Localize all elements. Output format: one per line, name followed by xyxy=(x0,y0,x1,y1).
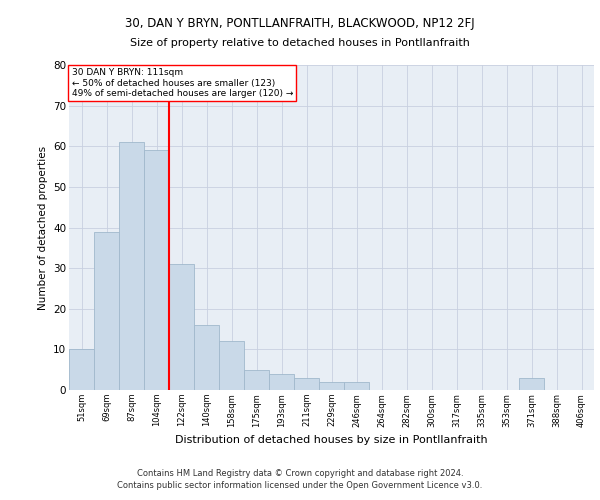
Bar xyxy=(294,378,319,390)
Bar xyxy=(269,374,294,390)
Bar xyxy=(119,142,144,390)
Text: Size of property relative to detached houses in Pontllanfraith: Size of property relative to detached ho… xyxy=(130,38,470,48)
Bar xyxy=(144,150,169,390)
Text: 30, DAN Y BRYN, PONTLLANFRAITH, BLACKWOOD, NP12 2FJ: 30, DAN Y BRYN, PONTLLANFRAITH, BLACKWOO… xyxy=(125,18,475,30)
Text: Contains public sector information licensed under the Open Government Licence v3: Contains public sector information licen… xyxy=(118,481,482,490)
Y-axis label: Number of detached properties: Number of detached properties xyxy=(38,146,47,310)
Bar xyxy=(194,325,219,390)
Bar xyxy=(344,382,369,390)
X-axis label: Distribution of detached houses by size in Pontllanfraith: Distribution of detached houses by size … xyxy=(175,435,488,445)
Bar xyxy=(169,264,194,390)
Bar xyxy=(519,378,544,390)
Text: Contains HM Land Registry data © Crown copyright and database right 2024.: Contains HM Land Registry data © Crown c… xyxy=(137,468,463,477)
Text: 30 DAN Y BRYN: 111sqm
← 50% of detached houses are smaller (123)
49% of semi-det: 30 DAN Y BRYN: 111sqm ← 50% of detached … xyxy=(71,68,293,98)
Bar xyxy=(244,370,269,390)
Bar xyxy=(319,382,344,390)
Bar xyxy=(69,350,94,390)
Bar xyxy=(219,341,244,390)
Bar xyxy=(94,232,119,390)
